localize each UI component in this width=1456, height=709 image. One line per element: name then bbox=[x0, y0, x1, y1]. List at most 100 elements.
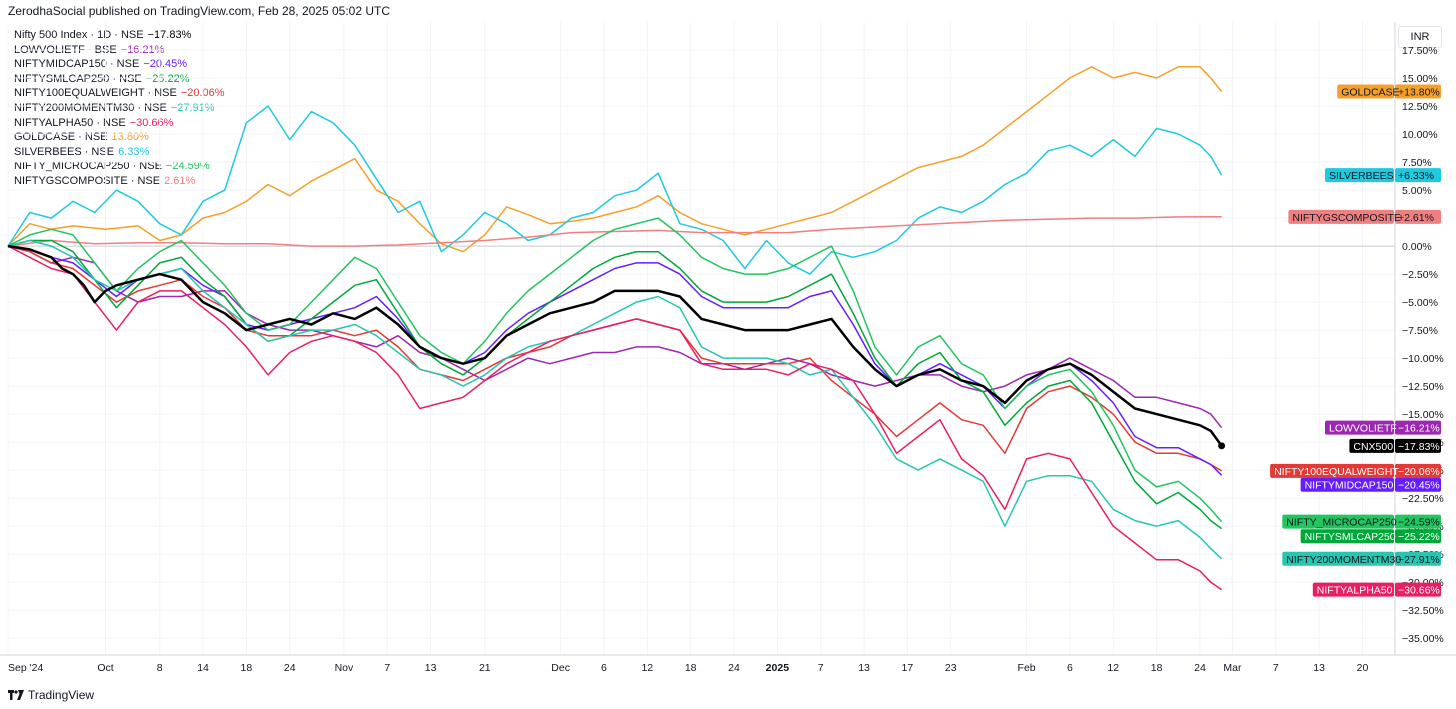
series-line-nifty_microcap250[interactable] bbox=[7, 217, 1223, 523]
price-value-bg bbox=[1395, 420, 1441, 435]
price-tag-bg bbox=[1300, 529, 1394, 544]
x-tick-label: 18 bbox=[1151, 662, 1163, 674]
x-tick-label: 7 bbox=[384, 662, 390, 674]
currency-button[interactable]: INR bbox=[1398, 26, 1442, 48]
price-value-bg bbox=[1395, 529, 1441, 544]
x-tick-label: 2025 bbox=[766, 662, 790, 674]
x-tick-label: 14 bbox=[197, 662, 209, 674]
x-tick-label: Sep '24 bbox=[8, 662, 43, 674]
price-value-bg bbox=[1395, 582, 1441, 597]
legend-item-value: 2.61% bbox=[164, 174, 196, 187]
price-tag-label: NIFTY100EQUALWEIGHT bbox=[1274, 466, 1399, 478]
x-tick-label: 18 bbox=[685, 662, 697, 674]
price-value-label: +13.80% bbox=[1398, 86, 1440, 98]
legend-item-value: −24.59% bbox=[165, 160, 210, 173]
x-tick-label: 21 bbox=[479, 662, 491, 674]
tradingview-logo-icon bbox=[8, 690, 24, 700]
legend-item-name: NIFTY_MICROCAP250 · NSE bbox=[14, 160, 162, 173]
series-line-goldcase[interactable] bbox=[7, 66, 1223, 253]
legend-item-name: NIFTYMIDCAP150 · NSE bbox=[14, 58, 140, 71]
y-tick-label: 10.00% bbox=[1402, 129, 1438, 141]
x-tick-label: 12 bbox=[1107, 662, 1119, 674]
series-line-cnx500[interactable] bbox=[7, 244, 1223, 447]
series-end-dot bbox=[1218, 442, 1226, 450]
legend-item-value: −20.45% bbox=[143, 58, 188, 71]
legend-item-value: −30.66% bbox=[129, 116, 174, 129]
legend-item[interactable]: NIFTY200MOMENTM30 · NSE −27.91% bbox=[14, 101, 225, 116]
price-tag-bg bbox=[1282, 551, 1394, 566]
footer: TradingView bbox=[8, 688, 94, 702]
y-tick-label: 7.50% bbox=[1402, 157, 1432, 169]
y-tick-label: −2.50% bbox=[1402, 269, 1438, 281]
series-line-niftymidcap150[interactable] bbox=[7, 245, 1223, 476]
price-tag-label: NIFTYSMLCAP250 bbox=[1305, 531, 1396, 543]
x-tick-label: Nov bbox=[335, 662, 354, 674]
y-tick-label: −22.50% bbox=[1402, 493, 1444, 505]
y-tick-label: −5.00% bbox=[1402, 297, 1438, 309]
price-tag-bg bbox=[1325, 168, 1394, 183]
legend-item[interactable]: Nifty 500 Index · 1D · NSE −17.83% bbox=[14, 28, 225, 43]
x-tick-label: Oct bbox=[97, 662, 113, 674]
footer-brand: TradingView bbox=[28, 688, 95, 702]
legend-item[interactable]: NIFTY_MICROCAP250 · NSE −24.59% bbox=[14, 159, 225, 174]
x-tick-label: 7 bbox=[818, 662, 824, 674]
y-tick-label: 12.50% bbox=[1402, 101, 1438, 113]
series-line-lowvolietf[interactable] bbox=[7, 245, 1223, 429]
price-tag-bg bbox=[1288, 209, 1394, 224]
legend-item[interactable]: SILVERBEES · NSE 6.33% bbox=[14, 145, 225, 160]
x-tick-label: 24 bbox=[1194, 662, 1206, 674]
price-tag-bg bbox=[1337, 84, 1394, 99]
price-tag-bg bbox=[1282, 514, 1394, 529]
series-line-niftysmlcap250[interactable] bbox=[7, 239, 1223, 530]
price-tag-label: NIFTYALPHA50 bbox=[1317, 585, 1393, 597]
legend-item-value: −17.83% bbox=[147, 29, 192, 41]
x-tick-label: 6 bbox=[601, 662, 607, 674]
price-value-bg bbox=[1395, 477, 1441, 492]
price-tag-label: NIFTYMIDCAP150 bbox=[1305, 480, 1394, 492]
series-line-silverbees[interactable] bbox=[7, 105, 1223, 275]
y-tick-label: 5.00% bbox=[1402, 185, 1432, 197]
price-value-bg bbox=[1395, 551, 1441, 566]
y-tick-label: 17.50% bbox=[1402, 45, 1438, 57]
price-value-bg bbox=[1395, 84, 1441, 99]
legend-item-name: NIFTY200MOMENTM30 · NSE bbox=[14, 101, 167, 114]
legend-item-name: NIFTYGSCOMPOSITE · NSE bbox=[14, 174, 161, 187]
price-value-label: −27.91% bbox=[1398, 554, 1440, 566]
x-tick-label: Dec bbox=[551, 662, 570, 674]
price-tag-bg bbox=[1325, 420, 1394, 435]
price-tag-label: LOWVOLIETF bbox=[1329, 423, 1397, 435]
y-tick-label: −12.50% bbox=[1402, 381, 1444, 393]
price-tag-label: NIFTY200MOMENTM30 bbox=[1286, 554, 1401, 566]
series-line-niftygscomposite[interactable] bbox=[7, 216, 1222, 247]
price-tag-label: SILVERBEES bbox=[1329, 170, 1394, 182]
x-tick-label: 24 bbox=[284, 662, 296, 674]
legend-item-name: SILVERBEES · NSE bbox=[14, 145, 115, 158]
y-tick-label: −32.50% bbox=[1402, 605, 1444, 617]
y-tick-label: −10.00% bbox=[1402, 353, 1444, 365]
y-tick-label: −15.00% bbox=[1402, 409, 1444, 421]
price-tag-label: CNX500 bbox=[1353, 441, 1393, 453]
price-tag-label: GOLDCASE bbox=[1341, 86, 1399, 98]
legend-item[interactable]: NIFTYALPHA50 · NSE −30.66% bbox=[14, 116, 225, 131]
x-tick-label: 20 bbox=[1357, 662, 1369, 674]
legend-item[interactable]: NIFTYSMLCAP250 · NSE −25.22% bbox=[14, 72, 225, 87]
price-value-bg bbox=[1395, 463, 1441, 478]
series-line-nifty200momentm30[interactable] bbox=[7, 239, 1223, 560]
y-tick-label: −35.00% bbox=[1402, 633, 1444, 645]
price-value-label: −16.21% bbox=[1398, 423, 1440, 435]
x-tick-label: Mar bbox=[1223, 662, 1242, 674]
series-line-niftyalpha50[interactable] bbox=[7, 245, 1223, 591]
x-tick-label: 13 bbox=[858, 662, 870, 674]
x-tick-label: Feb bbox=[1018, 662, 1036, 674]
price-value-label: −20.45% bbox=[1398, 480, 1440, 492]
price-tag-bg bbox=[1349, 438, 1394, 453]
legend-item[interactable]: NIFTYGSCOMPOSITE · NSE 2.61% bbox=[14, 174, 225, 189]
price-value-label: +6.33% bbox=[1398, 170, 1434, 182]
price-tag-bg bbox=[1300, 477, 1394, 492]
price-tag-label: NIFTYGSCOMPOSITE bbox=[1292, 212, 1401, 224]
price-value-label: −17.83% bbox=[1398, 441, 1440, 453]
price-value-label: −20.06% bbox=[1398, 466, 1440, 478]
legend-item[interactable]: NIFTYMIDCAP150 · NSE −20.45% bbox=[14, 57, 225, 72]
x-tick-label: 8 bbox=[157, 662, 163, 674]
